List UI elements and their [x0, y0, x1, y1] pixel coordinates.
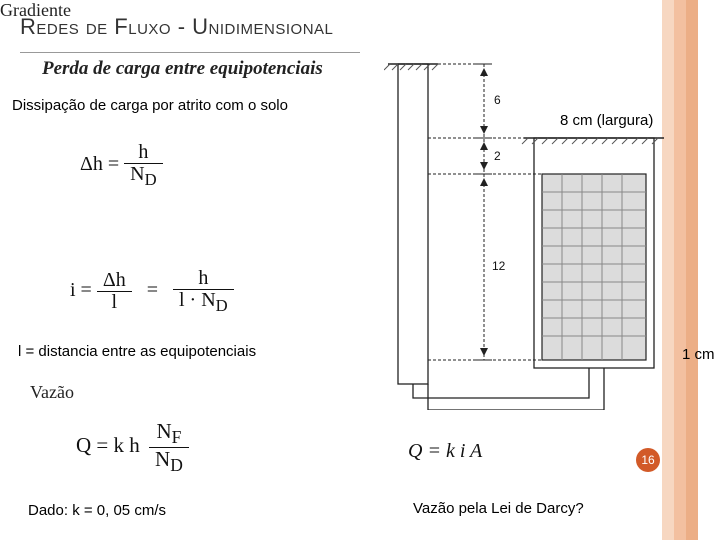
q-den: N: [155, 447, 170, 471]
annotation-1cm: 1 cm: [682, 346, 715, 363]
dim-12: 12: [492, 259, 506, 273]
delta-h-den-sub: D: [145, 170, 157, 189]
formula-delta-h: Δh = h ND: [80, 142, 163, 189]
page-title: Redes de Fluxo - Unidimensional: [20, 14, 333, 40]
i-den2: l · N: [179, 289, 216, 311]
vazao-question: Vazão pela Lei de Darcy?: [413, 500, 584, 517]
i-den1: l: [97, 292, 132, 313]
stripe-dark: [686, 0, 698, 540]
q-num: N: [156, 419, 171, 443]
i-num2: h: [173, 268, 234, 290]
delta-h-num: h: [124, 142, 162, 164]
vazao-label: Vazão: [30, 382, 74, 403]
i-num1: Δh: [97, 270, 132, 292]
formula-q-kia: Q = k i A: [408, 440, 482, 463]
section-heading: Perda de carga entre equipotenciais: [42, 58, 323, 80]
i-lhs: i =: [70, 279, 92, 301]
equipotential-text: l = distancia entre as equipotenciais: [18, 343, 256, 360]
stripe-mid: [674, 0, 686, 540]
page-number-badge: 16: [636, 448, 660, 472]
flow-diagram: 6 2 12: [384, 58, 664, 410]
dim-2: 2: [494, 149, 501, 163]
q-num-sub: F: [172, 427, 182, 447]
dado-text: Dado: k = 0, 05 cm/s: [28, 502, 166, 519]
delta-h-den: N: [130, 163, 144, 185]
dissipation-text: Dissipação de carga por atrito com o sol…: [12, 97, 288, 114]
formula-q: Q = k h NF ND: [76, 420, 189, 474]
heading-rule: [20, 52, 360, 53]
dim-6: 6: [494, 93, 501, 107]
q-den-sub: D: [170, 455, 183, 475]
q-lhs: Q = k h: [76, 433, 140, 457]
formula-i: i = Δh l = h l · ND: [70, 268, 234, 315]
delta-h-lhs: Δh =: [80, 153, 119, 175]
i-den2-sub: D: [216, 296, 228, 315]
